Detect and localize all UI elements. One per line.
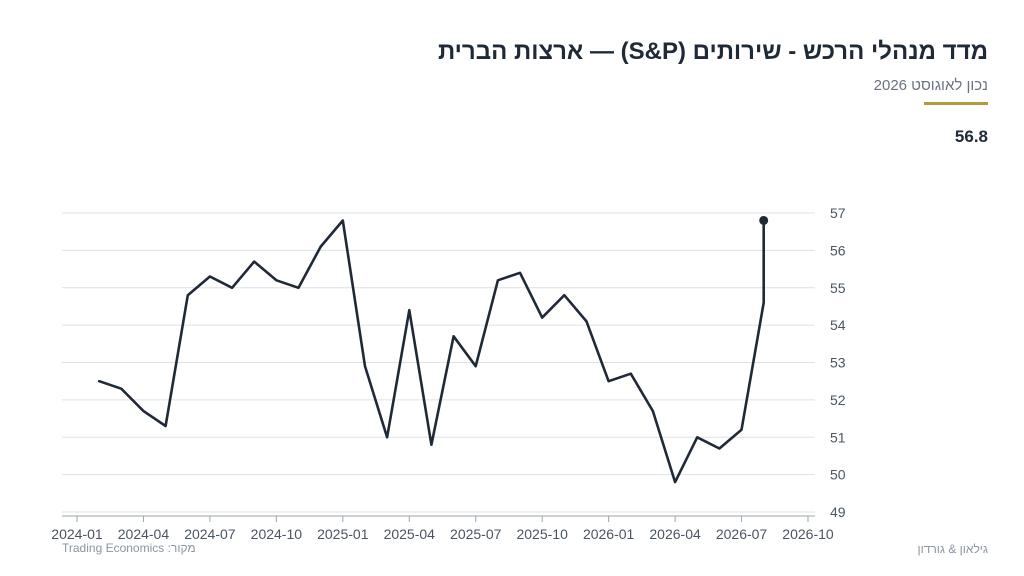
y-tick-label: 50 <box>830 467 846 483</box>
x-tick-label: 2026-07 <box>716 526 768 542</box>
y-tick-label: 53 <box>830 355 846 371</box>
x-tick-label: 2025-04 <box>384 526 436 542</box>
series-layer <box>97 215 769 484</box>
chart-subtitle: נכון לאוגוסט 2026 <box>873 77 988 94</box>
y-tick-label: 56 <box>830 242 846 258</box>
latest-value: 56.8 <box>954 127 988 146</box>
y-tick-label: 57 <box>830 205 846 221</box>
y-axis: 49 50 51 52 53 54 55 56 57 <box>830 205 846 520</box>
x-tick-label: 2024-04 <box>118 526 170 542</box>
x-tick-label: 2026-04 <box>649 526 701 542</box>
accent-bar <box>924 102 988 105</box>
x-tick-label: 2025-10 <box>516 526 568 542</box>
x-tick-label: 2024-07 <box>184 526 236 542</box>
y-tick-label: 51 <box>830 429 846 445</box>
x-axis: 2024-01 2024-04 2024-07 2024-10 2025-01 2025-… <box>51 515 834 542</box>
y-tick-label: 49 <box>830 504 846 520</box>
x-tick-label: 2025-07 <box>450 526 502 542</box>
source-note: מקור: Trading Economics <box>62 541 196 555</box>
chart-title: מדד מנהלי הרכש - שירותים (S&P) — ארצות ה… <box>437 38 988 65</box>
y-tick-label: 52 <box>830 392 846 408</box>
y-tick-label: 54 <box>830 317 846 333</box>
x-tick-label: 2024-10 <box>251 526 303 542</box>
y-tick-label: 55 <box>830 280 846 296</box>
x-tick-label: 2026-10 <box>782 526 834 542</box>
grid-lines <box>62 212 815 513</box>
x-tick-label: 2025-01 <box>317 526 369 542</box>
x-tick-label: 2026-01 <box>583 526 635 542</box>
series-line <box>97 219 766 484</box>
x-tick-label: 2024-01 <box>51 526 103 542</box>
last-point-marker <box>759 215 769 225</box>
brand-label: גילאון & גורדון <box>917 542 988 556</box>
